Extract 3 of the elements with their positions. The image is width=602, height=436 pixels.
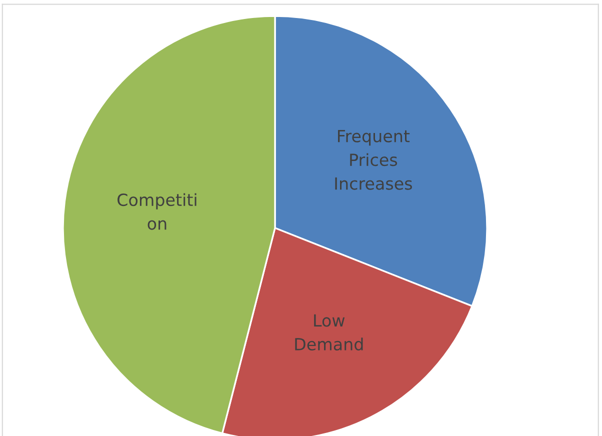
slice-label: Frequent Prices Increases xyxy=(335,130,412,190)
slice-label: Low Demand xyxy=(295,314,363,350)
slice-label: Competiti on xyxy=(118,193,196,230)
